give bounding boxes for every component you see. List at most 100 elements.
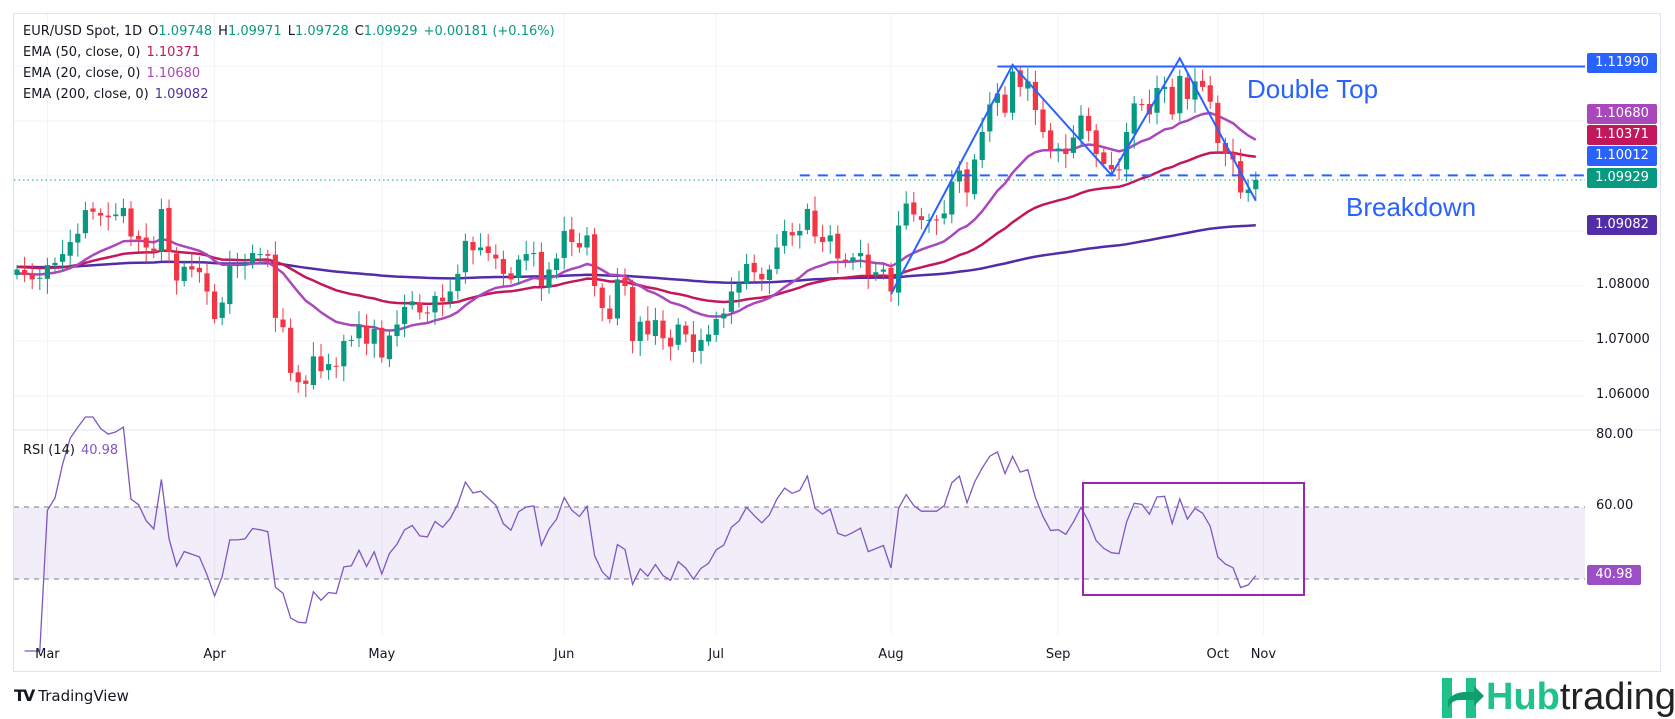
candle-body [67, 242, 73, 256]
candle-body [949, 181, 955, 215]
candle-body [113, 214, 119, 217]
candle-body [508, 273, 514, 280]
ohlc-legend: EUR/USD Spot, 1D O1.09748 H1.09971 L1.09728… [23, 24, 561, 39]
candle-body [257, 254, 263, 256]
candle-body [561, 231, 567, 258]
candle-body [668, 337, 674, 347]
candle-body [987, 104, 993, 132]
candle-body [212, 291, 218, 319]
hub-text: Hub [1486, 676, 1560, 718]
candle-body [827, 235, 833, 242]
candle-body [1017, 70, 1023, 87]
ema200-label: EMA (200, close, 0) [23, 87, 149, 102]
candle-body [440, 297, 446, 302]
candle-body [1154, 88, 1160, 113]
ema20-line [16, 111, 1257, 332]
candle-body [52, 262, 58, 266]
month-label: Jul [708, 647, 725, 662]
candle-body [478, 247, 484, 251]
candle-body [29, 274, 35, 280]
candle-body [964, 169, 970, 193]
breakdown-annotation: Breakdown [1346, 192, 1477, 222]
trading-text: trading [1559, 676, 1675, 718]
candle-body [1207, 85, 1213, 102]
close-label: C [354, 24, 364, 39]
candle-body [569, 229, 575, 242]
last-price-label: 1.09929 [1587, 168, 1657, 188]
candle-body [675, 324, 681, 345]
candle-body [1063, 148, 1069, 154]
rsi-legend[interactable]: RSI (14) 40.98 [23, 443, 124, 458]
candle-body [341, 341, 347, 367]
candle-body [326, 364, 332, 371]
candle-body [158, 209, 164, 252]
candle-body [538, 251, 544, 286]
candle-body [136, 235, 142, 240]
candle-body [584, 235, 590, 248]
candle-body [303, 380, 309, 384]
price-tick: 1.08000 [1596, 277, 1650, 292]
candle-body [911, 202, 917, 215]
month-label: Apr [203, 647, 226, 662]
rsi-highlight-box [1082, 482, 1305, 596]
tradingview-icon: TV [14, 686, 35, 705]
double-top-zigzag [890, 56, 1257, 295]
tradingview-wordmark: TradingView [38, 686, 129, 705]
candle-body [234, 265, 240, 267]
month-label: Sep [1045, 647, 1071, 662]
double-top-annotation: Double Top [1247, 74, 1379, 104]
candle-body [1200, 80, 1206, 87]
candle-body [592, 234, 598, 286]
candle-body [1086, 116, 1092, 131]
ema20-legend[interactable]: EMA (20, close, 0) 1.10680 [23, 66, 206, 81]
hubtrading-logo: Hub trading [1440, 676, 1675, 719]
candle-body [972, 159, 978, 195]
open-label: O [148, 24, 159, 39]
candle-body [721, 313, 727, 319]
candle-body [903, 203, 909, 226]
candle-body [789, 232, 795, 236]
candle-body [272, 254, 278, 318]
candle-body [181, 266, 187, 282]
month-label: Jun [554, 647, 575, 662]
candle-body [896, 225, 902, 293]
candle-body [386, 335, 392, 360]
candle-body [660, 320, 666, 339]
candle-body [1222, 143, 1228, 154]
candle-body [1238, 161, 1244, 193]
resistance-price-label: 1.11990 [1587, 53, 1657, 73]
ema50-legend[interactable]: EMA (50, close, 0) 1.10371 [23, 45, 206, 60]
candle-body [242, 264, 248, 265]
candle-body [280, 319, 286, 328]
candle-body [409, 301, 415, 306]
rsi-value: 40.98 [80, 443, 119, 458]
candle-body [333, 365, 339, 367]
candle-body [470, 242, 476, 251]
tradingview-logo[interactable]: TV TradingView [14, 686, 129, 705]
candle-body [402, 306, 408, 324]
candle-body [744, 264, 750, 284]
candle-body [485, 246, 491, 253]
candle-body [493, 254, 499, 259]
ema200-legend[interactable]: EMA (200, close, 0) 1.09082 [23, 87, 214, 102]
high-label: H [218, 24, 228, 39]
candle-body [865, 254, 871, 275]
candle-body [394, 324, 400, 337]
candle-body [1055, 148, 1061, 151]
ema20-price-label: 1.10680 [1587, 104, 1657, 124]
candle-body [1070, 137, 1076, 153]
rsi-tick: 60.00 [1596, 498, 1634, 513]
candle-body [462, 240, 468, 273]
candle-body [820, 237, 826, 242]
candle-body [318, 356, 324, 372]
candle-body [713, 319, 719, 335]
candle-body [288, 327, 294, 373]
candle-body [166, 207, 172, 252]
candle-body [858, 253, 864, 257]
candle-body [1048, 130, 1054, 150]
candle-body [379, 327, 385, 358]
rsi-label: RSI (14) [23, 443, 75, 458]
candle-body [143, 237, 149, 248]
candle-body [683, 325, 689, 335]
